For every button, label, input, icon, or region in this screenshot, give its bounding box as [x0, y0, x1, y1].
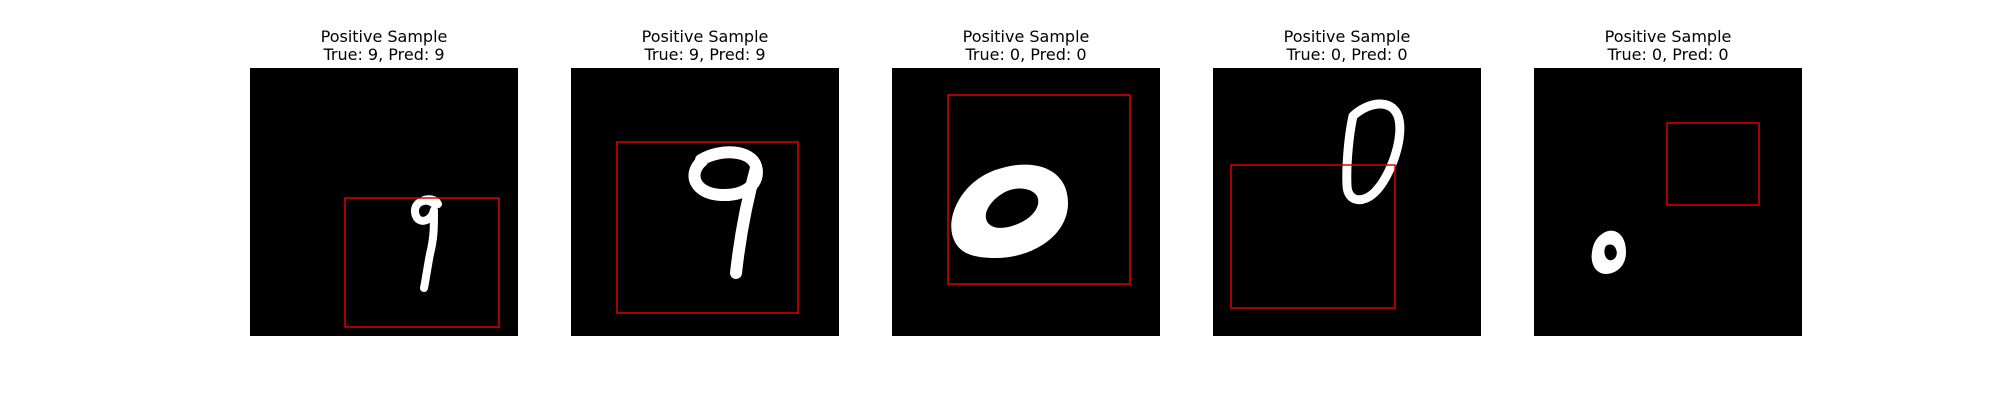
digit-glyph	[411, 195, 442, 292]
panel-title-line: Positive Sample	[1604, 27, 1732, 46]
sample-panel-3: Positive Sample True: 0, Pred: 0	[892, 28, 1160, 336]
sample-image-canvas	[1591, 122, 1760, 274]
bounding-box	[616, 141, 799, 314]
sample-image-canvas	[616, 141, 799, 314]
sample-image-canvas	[344, 195, 500, 328]
sample-panel-5: Positive Sample True: 0, Pred: 0	[1534, 28, 1802, 336]
sample-image-canvas	[947, 94, 1131, 285]
panel-subtitle-line: True: 0, Pred: 0	[1607, 45, 1729, 64]
panel-title: Positive Sample True: 9, Pred: 9	[250, 28, 518, 66]
panel-title-line: Positive Sample	[641, 27, 769, 46]
sample-image	[892, 68, 1160, 336]
panel-subtitle-line: True: 0, Pred: 0	[965, 45, 1087, 64]
panel-title: Positive Sample True: 0, Pred: 0	[1534, 28, 1802, 66]
panel-subtitle-line: True: 0, Pred: 0	[1286, 45, 1408, 64]
panel-subtitle-line: True: 9, Pred: 9	[323, 45, 445, 64]
sample-image	[1534, 68, 1802, 336]
sample-panel-4: Positive Sample True: 0, Pred: 0	[1213, 28, 1481, 336]
sample-image	[250, 68, 518, 336]
panel-title: Positive Sample True: 0, Pred: 0	[1213, 28, 1481, 66]
sample-image-canvas	[1230, 99, 1405, 309]
panel-title-line: Positive Sample	[1283, 27, 1411, 46]
sample-image	[571, 68, 839, 336]
panel-title: Positive Sample True: 0, Pred: 0	[892, 28, 1160, 66]
panel-subtitle-line: True: 9, Pred: 9	[644, 45, 766, 64]
bounding-box	[1230, 164, 1396, 309]
bounding-box	[1666, 122, 1760, 206]
sample-panel-1: Positive Sample True: 9, Pred: 9	[250, 28, 518, 336]
panel-title-line: Positive Sample	[962, 27, 1090, 46]
digit-glyph	[1591, 230, 1626, 274]
bounding-box	[947, 94, 1131, 285]
digit-glyph	[951, 164, 1068, 258]
digit-glyph	[1342, 99, 1405, 205]
panel-title: Positive Sample True: 9, Pred: 9	[571, 28, 839, 66]
sample-panel-2: Positive Sample True: 9, Pred: 9	[571, 28, 839, 336]
digit-glyph	[688, 146, 763, 279]
sample-image	[1213, 68, 1481, 336]
panel-title-line: Positive Sample	[320, 27, 448, 46]
bounding-box	[344, 197, 500, 328]
